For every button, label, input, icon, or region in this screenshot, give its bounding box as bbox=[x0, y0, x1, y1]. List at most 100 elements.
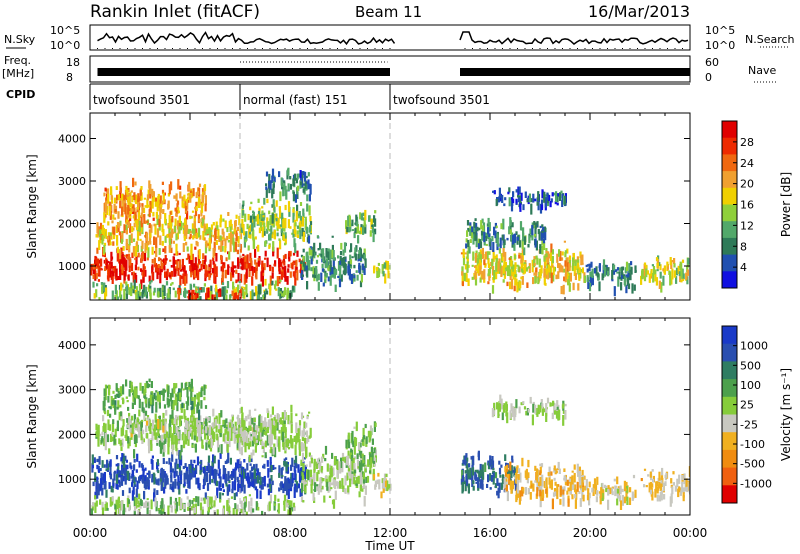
echo-region bbox=[90, 493, 296, 515]
echo-region bbox=[585, 474, 637, 510]
echo-region bbox=[492, 186, 567, 215]
colorbar-tick-label: 1000 bbox=[740, 340, 768, 353]
colorbar-swatch bbox=[722, 432, 737, 451]
colorbar-tick-label: 28 bbox=[740, 136, 754, 149]
echo-region bbox=[460, 240, 586, 295]
colorbar-swatch bbox=[722, 467, 737, 486]
echo-region bbox=[491, 394, 567, 426]
cpid-segment-label: twofsound 3501 bbox=[93, 93, 190, 107]
nave-label: Nave bbox=[748, 64, 776, 77]
echo-region bbox=[95, 212, 243, 260]
freq-tick-bottom: 8 bbox=[66, 71, 73, 84]
cpid-segment-label: normal (fast) 151 bbox=[243, 93, 347, 107]
echo-region bbox=[102, 378, 208, 421]
x-tick-label: 00:00 bbox=[673, 526, 708, 540]
colorbar-swatch bbox=[722, 204, 737, 222]
y-tick-label: 2000 bbox=[58, 218, 86, 231]
colorbar-swatch bbox=[722, 254, 737, 272]
echo-region bbox=[300, 445, 367, 509]
echo-region bbox=[240, 197, 313, 254]
echo-region bbox=[345, 209, 377, 244]
colorbar-swatch bbox=[722, 361, 737, 380]
freq-segment bbox=[97, 68, 240, 76]
echo-region bbox=[372, 472, 392, 499]
colorbar-swatch bbox=[722, 171, 737, 189]
colorbar-swatch bbox=[722, 449, 737, 469]
cpid-segment-label: twofsound 3501 bbox=[393, 93, 490, 107]
y-tick-label: 3000 bbox=[58, 384, 86, 397]
colorbar-tick-label: 24 bbox=[740, 157, 754, 170]
nsearch-label: N.Search bbox=[745, 33, 795, 46]
x-tick-label: 16:00 bbox=[473, 526, 508, 540]
date-label: 16/Mar/2013 bbox=[588, 2, 690, 21]
colorbar-tick-label: 100 bbox=[740, 379, 761, 392]
colorbar-label: Power [dB] bbox=[779, 172, 793, 237]
colorbar-swatch bbox=[722, 221, 737, 239]
beam-label: Beam 11 bbox=[355, 3, 422, 21]
echo-region bbox=[373, 260, 391, 284]
x-tick-label: 20:00 bbox=[573, 526, 608, 540]
freq-tick-top: 18 bbox=[66, 56, 80, 69]
y-axis-label: Slant Range [km] bbox=[25, 364, 39, 468]
colorbar-swatch bbox=[722, 414, 737, 433]
y-axis-label: Slant Range [km] bbox=[25, 154, 39, 258]
y-tick-label: 2000 bbox=[58, 428, 86, 441]
time-axis: Time UT 00:00 04:00 08:00 12:00 16:00 20:00 00… bbox=[73, 526, 708, 553]
colorbar-swatch bbox=[722, 485, 737, 504]
colorbar-swatch bbox=[722, 271, 737, 289]
colorbar-tick-label: -1000 bbox=[740, 477, 772, 490]
colorbar-tick-label: 500 bbox=[740, 359, 761, 372]
freq-panel: Freq. [MHz] 18 8 60 0 Nave bbox=[2, 54, 776, 84]
echo-region bbox=[90, 246, 307, 290]
colorbar-tick-label: 12 bbox=[740, 219, 754, 232]
colorbar-label: Velocity [m s⁻¹] bbox=[779, 368, 793, 461]
freq-label: Freq. bbox=[4, 54, 31, 67]
nsky-label: N.Sky bbox=[4, 33, 36, 46]
colorbar-swatch bbox=[722, 121, 737, 139]
y-tick-label: 4000 bbox=[58, 133, 86, 146]
colorbar-swatch bbox=[722, 237, 737, 256]
colorbar-tick-label: -100 bbox=[740, 438, 765, 451]
colorbar-swatch bbox=[722, 343, 737, 362]
colorbar-swatch bbox=[722, 137, 737, 155]
velocity-panel: 1000 2000 3000 4000 Slant Range [km] bbox=[25, 317, 691, 516]
colorbar-tick-label: 25 bbox=[740, 399, 754, 412]
echo-region bbox=[465, 217, 547, 256]
nsearch-trace bbox=[97, 48, 683, 49]
echo-region bbox=[103, 177, 207, 229]
colorbar-swatch bbox=[722, 154, 737, 172]
nsky-tick-top: 10^5 bbox=[50, 24, 80, 37]
echo-region bbox=[265, 167, 312, 203]
cpid-label: CPID bbox=[6, 88, 35, 101]
freq-trace bbox=[97, 68, 690, 76]
colorbar-swatch bbox=[722, 326, 737, 345]
nave-tick-bottom: 0 bbox=[705, 71, 712, 84]
nsearch-tick-bottom: 10^0 bbox=[705, 39, 735, 52]
y-tick-label: 3000 bbox=[58, 175, 86, 188]
echo-region bbox=[300, 235, 367, 292]
station-title: Rankin Inlet (fitACF) bbox=[90, 2, 260, 22]
nsky-panel: N.Sky 10^5 10^0 10^5 10^0 N.Search bbox=[4, 24, 795, 52]
colorbar-tick-label: -25 bbox=[740, 418, 758, 431]
colorbar-swatch bbox=[722, 396, 737, 415]
cpid-strip: CPID twofsound 3501 normal (fast) 151 twof… bbox=[6, 83, 690, 110]
echo-region bbox=[585, 259, 637, 297]
echo-region bbox=[345, 421, 377, 485]
x-tick-label: 12:00 bbox=[373, 526, 408, 540]
x-axis-label: Time UT bbox=[364, 539, 415, 553]
freq-unit: [MHz] bbox=[2, 67, 34, 80]
nsky-trace bbox=[97, 31, 689, 46]
y-tick-label: 1000 bbox=[58, 473, 86, 486]
nsky-tick-bottom: 10^0 bbox=[50, 39, 80, 52]
colorbar-tick-label: 16 bbox=[740, 199, 754, 212]
power-panel: 1000 2000 3000 4000 Slant Range [km] bbox=[25, 112, 691, 301]
echo-region bbox=[240, 404, 312, 462]
x-tick-label: 04:00 bbox=[173, 526, 208, 540]
colorbar-tick-label: -500 bbox=[740, 458, 765, 471]
colorbar-tick-label: 4 bbox=[740, 261, 747, 274]
colorbar-swatch bbox=[722, 187, 737, 205]
x-tick-label: 08:00 bbox=[273, 526, 308, 540]
freq-segment bbox=[240, 68, 390, 76]
nave-tick-top: 60 bbox=[705, 56, 719, 69]
